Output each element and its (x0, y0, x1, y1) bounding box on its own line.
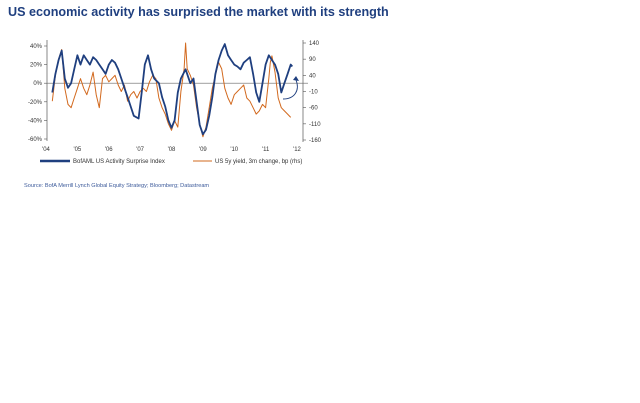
annotation-arrowhead (293, 76, 299, 81)
x-tick-label: '04 (42, 147, 50, 153)
x-tick-label: '05 (73, 147, 81, 153)
series-lines (51, 42, 293, 138)
x-tick-label: '10 (230, 147, 238, 153)
legend-label-yield: US 5y yield, 3m change, bp (rhs) (215, 159, 302, 165)
right-tick-label: -160 (309, 138, 322, 144)
right-tick-label: 90 (309, 57, 316, 63)
left-tick-label: 40% (30, 44, 43, 50)
right-tick-label: -110 (309, 122, 321, 128)
x-tick-label: '06 (105, 147, 113, 153)
x-tick-label: '08 (168, 147, 176, 153)
right-tick-label: 40 (309, 73, 316, 79)
left-tick-label: 0% (33, 81, 42, 87)
x-tick-label: '09 (199, 147, 207, 153)
right-tick-label: -60 (309, 106, 318, 112)
right-tick-label: -10 (309, 90, 318, 96)
left-tick-label: -20% (28, 100, 43, 106)
annotation-arrow (282, 79, 298, 100)
x-tick-label: '12 (293, 147, 301, 153)
chart-title: US economic activity has surprised the m… (8, 5, 389, 19)
left-tick-label: 20% (30, 63, 43, 69)
left-tick-label: -60% (28, 137, 43, 143)
chart: 40% 20% 0% -20% -40% -60% 140 90 40 -10 -60 -110 -16… (28, 40, 322, 165)
activity-surprise-line (51, 43, 293, 136)
legend-label-activity: BofAML US Activity Surprise Index (73, 159, 165, 165)
right-tick-label: 140 (309, 41, 320, 47)
tick-labels: 40% 20% 0% -20% -40% -60% 140 90 40 -10 -60 -110 -16… (28, 41, 322, 153)
x-tick-label: '11 (262, 147, 270, 153)
left-tick-label: -40% (28, 118, 43, 124)
x-tick-label: '07 (136, 147, 144, 153)
source-note: Source: BofA Merrill Lynch Global Equity… (24, 183, 210, 189)
